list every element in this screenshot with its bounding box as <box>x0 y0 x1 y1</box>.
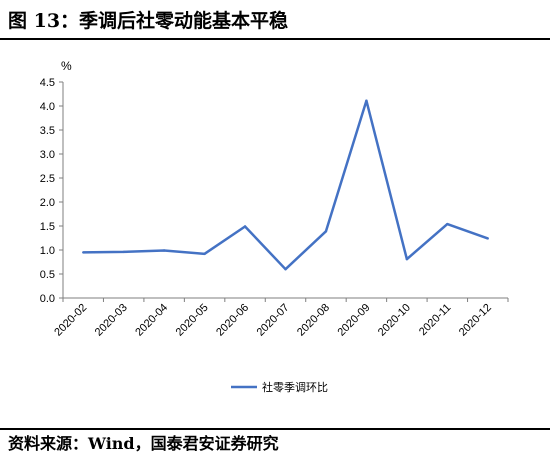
y-tick-label: 4.5 <box>40 77 55 89</box>
x-tick-label: 2020-03 <box>93 302 130 339</box>
data-point <box>203 252 206 256</box>
legend-label: 社零季调环比 <box>262 380 328 394</box>
x-tick-label: 2020-12 <box>457 302 494 339</box>
x-tick-label: 2020-04 <box>133 302 170 339</box>
x-tick-label: 2020-02 <box>52 302 89 339</box>
y-unit-label: % <box>61 59 72 73</box>
source-note: 资料来源：Wind，国泰君安证券研究 <box>8 434 279 453</box>
x-tick-label: 2020-08 <box>295 302 332 339</box>
y-tick-label: 2.0 <box>40 197 55 209</box>
title-bar: 图 13：季调后社零动能基本平稳 <box>0 0 550 40</box>
figure-title: 图 13：季调后社零动能基本平稳 <box>8 10 289 32</box>
y-tick-label: 0.0 <box>40 293 55 305</box>
data-point <box>82 251 85 254</box>
title-rule <box>0 38 550 40</box>
x-tick-label: 2020-09 <box>335 302 372 339</box>
series-line <box>83 99 489 271</box>
x-tick-label: 2020-11 <box>417 302 453 338</box>
data-point <box>122 250 125 254</box>
data-point <box>284 268 287 271</box>
x-tick-label: 2020-05 <box>174 302 211 339</box>
source-rule <box>0 428 550 430</box>
data-point <box>365 99 368 102</box>
data-point <box>405 257 409 261</box>
x-tick-label: 2020-07 <box>255 302 292 339</box>
y-tick-label: 3.0 <box>40 149 55 161</box>
data-point <box>446 222 449 226</box>
data-point <box>243 225 247 228</box>
data-point <box>162 249 166 252</box>
y-tick-label: 1.5 <box>40 221 55 233</box>
y-tick-label: 0.5 <box>40 269 55 281</box>
data-point <box>324 230 328 233</box>
data-point <box>486 237 489 240</box>
y-tick-label: 1.0 <box>40 245 55 257</box>
x-tick-label: 2020-10 <box>376 302 413 339</box>
y-tick-label: 2.5 <box>40 173 55 185</box>
x-tick-label: 2020-06 <box>214 302 251 339</box>
y-tick-label: 3.5 <box>40 125 55 137</box>
y-tick-label: 4.0 <box>40 101 55 113</box>
